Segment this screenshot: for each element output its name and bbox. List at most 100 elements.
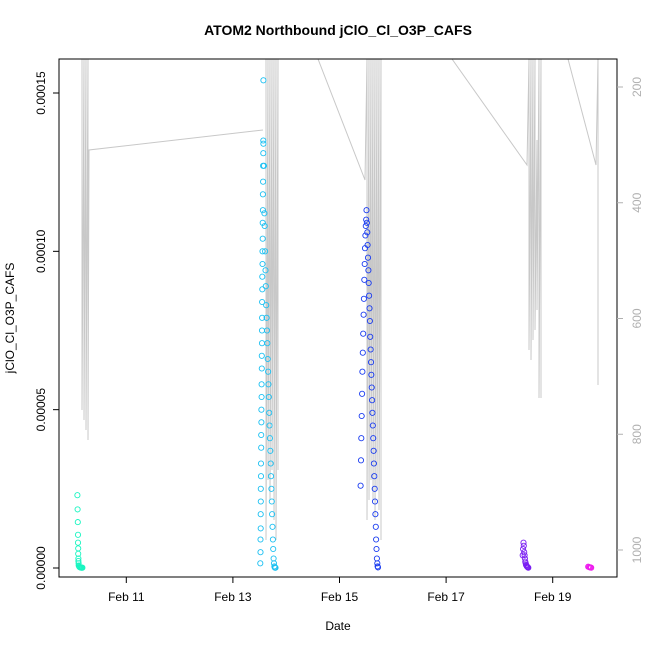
data-point xyxy=(521,549,528,556)
data-point xyxy=(269,511,276,518)
right-tick-label: 800 xyxy=(630,424,644,444)
data-point xyxy=(266,409,273,416)
data-points xyxy=(74,77,595,571)
data-point xyxy=(520,539,527,546)
data-point xyxy=(269,523,276,530)
data-point xyxy=(358,412,365,420)
data-point xyxy=(258,444,265,451)
right-tick-label: 200 xyxy=(630,77,644,97)
data-point xyxy=(261,210,268,217)
data-point xyxy=(259,235,266,242)
x-tick-label: Feb 17 xyxy=(427,590,465,604)
data-point xyxy=(260,137,267,144)
data-point xyxy=(74,506,81,513)
data-point xyxy=(264,355,271,363)
altitude-profile-lines xyxy=(81,59,599,541)
data-point xyxy=(359,390,366,397)
data-point xyxy=(362,232,369,239)
data-point xyxy=(74,492,81,499)
data-point xyxy=(74,519,81,526)
data-point xyxy=(257,485,264,492)
data-point xyxy=(374,560,381,567)
data-point xyxy=(265,368,272,375)
y-tick-label: 0.00010 xyxy=(34,229,48,273)
profile-trace-5 xyxy=(567,59,599,385)
data-point xyxy=(263,327,271,334)
data-point xyxy=(363,207,370,214)
data-point xyxy=(365,267,372,274)
chart-title: ATOM2 Northbound jClO_Cl_O3P_CAFS xyxy=(204,22,472,38)
data-point xyxy=(257,560,264,567)
data-point xyxy=(521,552,528,559)
data-point xyxy=(266,435,273,442)
data-point xyxy=(267,473,275,480)
data-point xyxy=(366,305,373,312)
data-point xyxy=(367,359,375,366)
data-point xyxy=(257,498,264,505)
data-point xyxy=(358,435,365,442)
y-tick-label: 0.00005 xyxy=(34,388,48,432)
data-point xyxy=(259,260,266,268)
data-point xyxy=(367,346,374,353)
data-point xyxy=(75,550,82,557)
data-point xyxy=(360,330,367,337)
data-point xyxy=(520,545,527,553)
data-point xyxy=(366,292,373,299)
data-point xyxy=(260,162,268,169)
data-point xyxy=(257,525,264,532)
data-point xyxy=(258,393,265,401)
data-point xyxy=(259,298,266,306)
data-point xyxy=(370,447,377,454)
data-point xyxy=(258,352,265,359)
data-point xyxy=(260,77,267,84)
data-point xyxy=(361,260,368,268)
data-point xyxy=(359,349,366,356)
data-point xyxy=(269,536,276,543)
data-point xyxy=(520,542,527,549)
data-point xyxy=(260,178,267,185)
data-point xyxy=(372,511,379,518)
profile-trace-3 xyxy=(317,59,382,540)
data-point xyxy=(259,248,266,255)
data-point xyxy=(257,473,265,480)
profile-trace-1 xyxy=(81,59,264,441)
data-point xyxy=(360,311,367,318)
data-point xyxy=(368,384,375,391)
x-tick-label: Feb 19 xyxy=(534,590,572,604)
data-point xyxy=(370,460,377,467)
data-point xyxy=(259,191,266,198)
data-point xyxy=(263,314,270,321)
y-tick-label: 0.00015 xyxy=(34,71,48,115)
data-point xyxy=(367,333,374,340)
data-point xyxy=(373,545,380,553)
data-point xyxy=(265,393,272,401)
data-point xyxy=(357,482,364,489)
x-tick-label: Feb 15 xyxy=(321,590,359,604)
data-point xyxy=(79,564,86,571)
data-point xyxy=(267,460,274,467)
data-point xyxy=(272,564,279,571)
data-point xyxy=(257,511,264,518)
y-axis-label: jClO_Cl_O3P_CAFS xyxy=(3,263,17,375)
data-point xyxy=(268,485,275,492)
data-point xyxy=(262,248,269,255)
y-tick-label: 0.00000 xyxy=(34,546,48,590)
data-point xyxy=(525,564,532,571)
data-point xyxy=(374,564,382,571)
data-point xyxy=(75,545,82,552)
data-point xyxy=(270,545,277,553)
data-point xyxy=(357,457,365,464)
data-point xyxy=(364,254,372,261)
data-point xyxy=(74,539,82,546)
data-point xyxy=(258,419,265,426)
right-axis: 200 400 600 800 1000 xyxy=(617,77,644,563)
data-point xyxy=(257,549,264,556)
right-tick-label: 400 xyxy=(630,192,644,212)
right-tick-label: 600 xyxy=(630,308,644,328)
data-point xyxy=(364,241,371,249)
data-point xyxy=(362,222,369,230)
data-point xyxy=(266,422,273,429)
data-point xyxy=(366,317,373,325)
data-point xyxy=(265,381,272,388)
